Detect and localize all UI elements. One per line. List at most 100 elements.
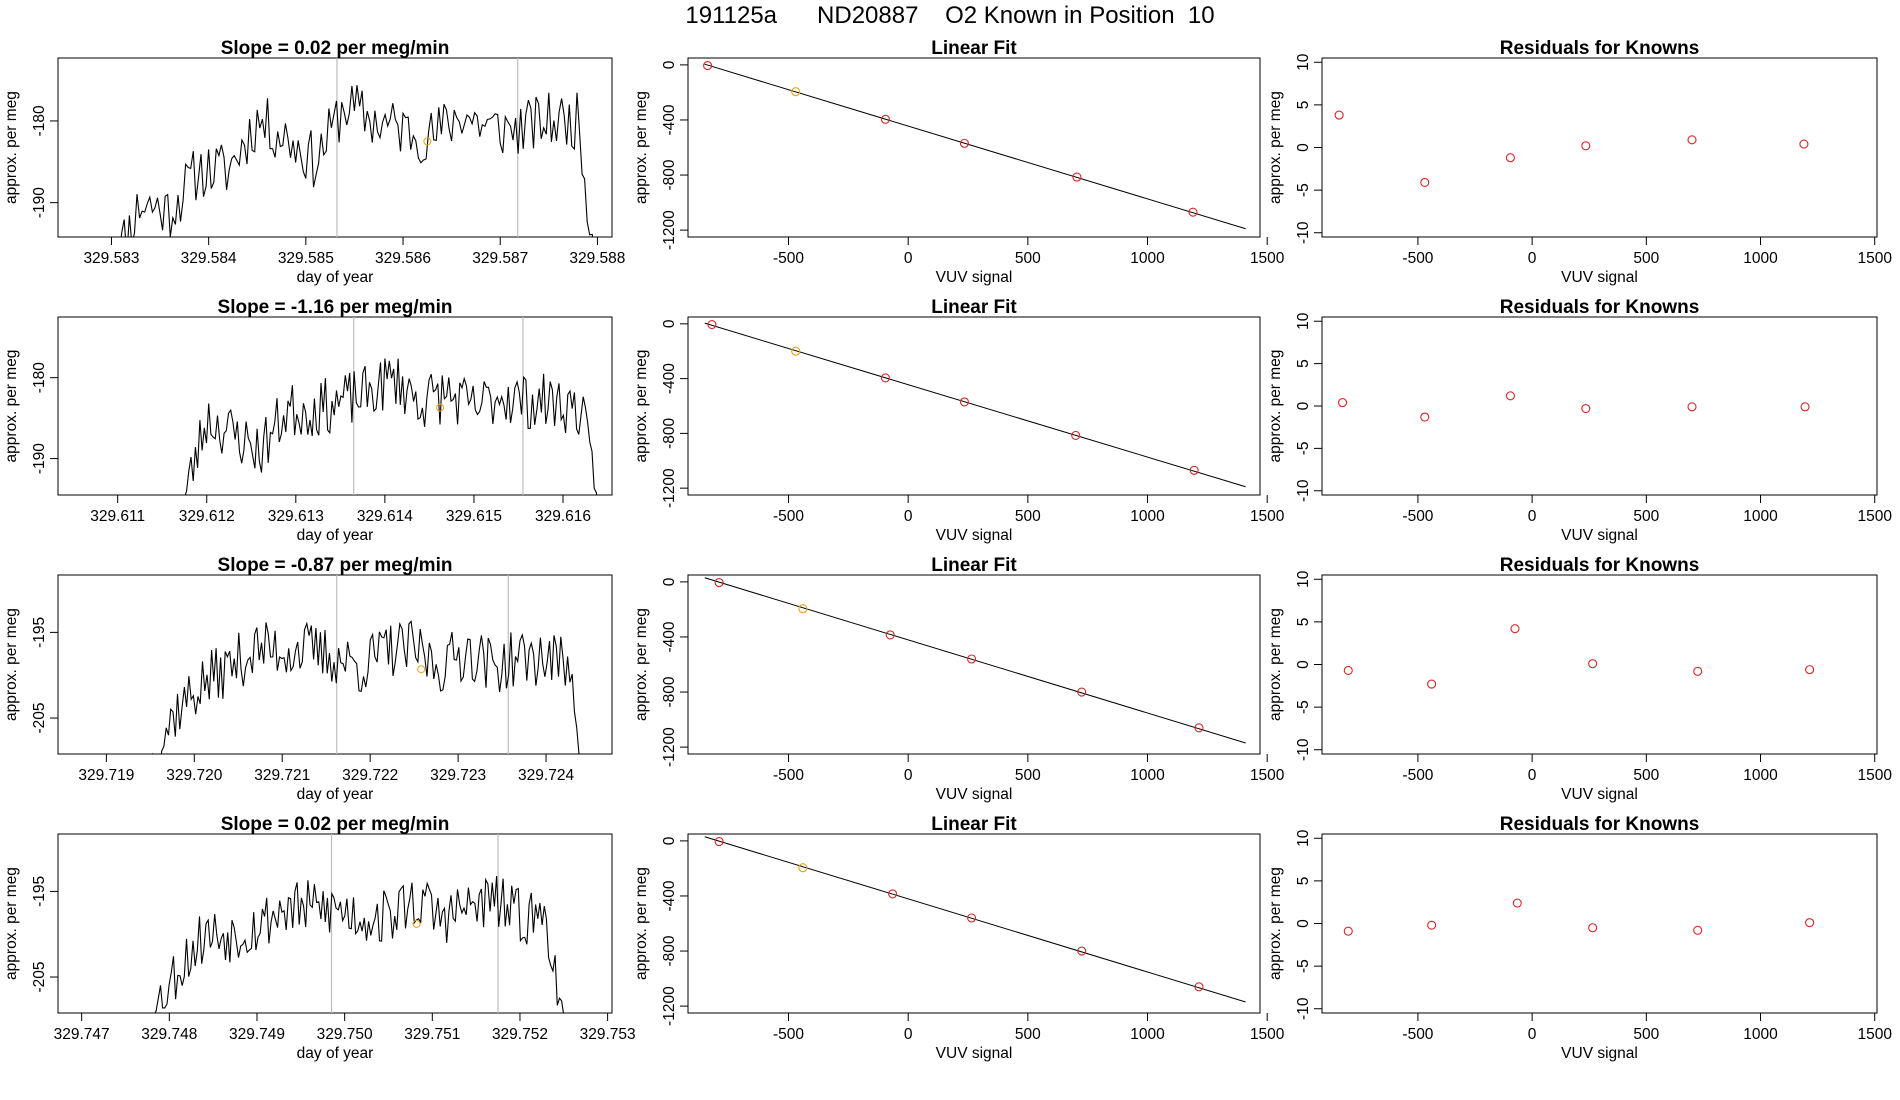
x-tick-label: 1500 — [1250, 508, 1285, 525]
y-tick-label: -180 — [31, 362, 48, 393]
series-line — [184, 358, 598, 495]
data-point — [1581, 141, 1591, 151]
y-tick-label: 10 — [1295, 312, 1312, 330]
data-point — [1800, 402, 1810, 412]
reference-point — [791, 87, 801, 97]
data-point — [880, 114, 890, 124]
y-tick-label: -800 — [661, 417, 678, 448]
page-title: 191125a ND20887 O2 Known in Position 10 — [685, 2, 1215, 29]
plot-frame — [1321, 57, 1878, 238]
data-point — [1427, 920, 1437, 930]
y-tick-label: -400 — [661, 621, 678, 652]
y-tick-label: -190 — [31, 187, 48, 218]
y-axis-label: approx. per meg — [1267, 91, 1284, 204]
y-tick-label: -205 — [31, 703, 48, 734]
y-tick-label: -5 — [1295, 700, 1312, 714]
x-tick-label: 1500 — [1857, 508, 1892, 525]
x-axis-label: day of year — [297, 269, 374, 286]
y-tick-label: 0 — [661, 319, 678, 328]
x-tick-label: 329.614 — [357, 508, 413, 525]
plot-area — [1334, 110, 1809, 187]
data-point — [707, 319, 717, 330]
series-line — [154, 875, 565, 1013]
x-tick-label: 500 — [1633, 250, 1659, 267]
plot-area — [1343, 898, 1815, 936]
x-tick-label: 1500 — [1250, 1026, 1285, 1043]
y-tick-label: -195 — [31, 617, 48, 648]
data-point — [1805, 665, 1815, 675]
x-tick-label: 329.748 — [141, 1026, 197, 1043]
data-point — [1072, 172, 1082, 182]
y-tick-label: 10 — [1295, 53, 1312, 71]
data-point — [1194, 982, 1204, 992]
data-point — [1071, 430, 1081, 440]
x-tick-label: 1000 — [1130, 1026, 1165, 1043]
y-tick-label: -195 — [31, 876, 48, 907]
y-tick-label: 0 — [661, 577, 678, 586]
fit-line — [704, 322, 1246, 488]
reference-point — [791, 346, 801, 356]
panel-title: Linear Fit — [931, 297, 1017, 318]
data-point — [888, 889, 898, 899]
x-tick-label: 0 — [1528, 508, 1537, 525]
x-tick-label: 1000 — [1743, 250, 1778, 267]
x-tick-label: 500 — [1015, 767, 1041, 784]
x-tick-label: 1500 — [1250, 250, 1285, 267]
y-tick-label: -1200 — [661, 986, 678, 1026]
y-tick-label: -190 — [31, 443, 48, 474]
x-tick-label: 329.584 — [181, 250, 237, 267]
panel-linear-fit-2: Linear Fit -500 0 500 1000 1500 0 -400 -800 -1200… — [633, 297, 1285, 544]
x-tick-label: -500 — [1402, 767, 1433, 784]
x-tick-label: 329.724 — [518, 767, 574, 784]
x-axis-label: day of year — [297, 527, 374, 544]
panel-title: Linear Fit — [931, 555, 1017, 576]
x-tick-label: 500 — [1015, 1026, 1041, 1043]
x-axis-label: VUV signal — [1561, 786, 1638, 803]
data-point — [1420, 177, 1430, 187]
plot-frame — [1321, 316, 1878, 496]
data-point — [1343, 926, 1353, 936]
x-tick-label: 500 — [1633, 508, 1659, 525]
plot-frame — [57, 574, 613, 755]
x-tick-label: -500 — [1402, 508, 1433, 525]
panel-title: Linear Fit — [931, 814, 1017, 835]
x-tick-label: 329.586 — [375, 250, 431, 267]
x-tick-label: 329.721 — [254, 767, 310, 784]
data-point — [880, 373, 890, 383]
x-tick-label: 1000 — [1130, 250, 1165, 267]
data-point — [967, 913, 977, 923]
x-tick-label: 329.749 — [229, 1026, 285, 1043]
plot-frame — [1321, 833, 1878, 1014]
data-point — [1687, 135, 1697, 145]
y-tick-label: -1200 — [661, 210, 678, 250]
y-tick-label: -1200 — [661, 468, 678, 508]
x-tick-label: 329.722 — [342, 767, 398, 784]
x-tick-label: 329.612 — [179, 508, 235, 525]
panel-timeseries-4: Slope = 0.02 per meg/min 329.747 329.748 32… — [3, 814, 636, 1062]
y-axis-label: approx. per meg — [1267, 350, 1284, 463]
y-tick-label: 0 — [1295, 143, 1312, 152]
x-tick-label: 0 — [904, 767, 913, 784]
panel-title: Residuals for Knowns — [1500, 555, 1700, 576]
data-point — [1512, 898, 1522, 908]
x-tick-label: 329.611 — [90, 508, 145, 525]
plot-frame — [57, 57, 613, 238]
x-tick-label: 1500 — [1857, 767, 1892, 784]
y-tick-label: -5 — [1295, 183, 1312, 197]
panel-timeseries-2: Slope = -1.16 per meg/min 329.611 329.612 3… — [3, 297, 613, 544]
plot-area — [184, 317, 598, 495]
y-tick-label: 0 — [1295, 919, 1312, 928]
panel-residuals-3: Residuals for Knowns -500 0 500 1000 1500 10 5 0… — [1267, 555, 1892, 803]
plot-frame — [57, 316, 613, 496]
fit-line — [704, 63, 1246, 230]
data-point — [1693, 925, 1703, 935]
y-tick-label: 10 — [1295, 570, 1312, 588]
y-axis-label: approx. per meg — [633, 91, 650, 204]
x-tick-label: 329.615 — [446, 508, 502, 525]
x-axis-label: VUV signal — [1561, 269, 1638, 286]
panel-linear-fit-1: Linear Fit -500 0 500 1000 1500 0 -400 -800 -1200… — [633, 38, 1285, 286]
plot-area — [154, 834, 565, 1013]
y-axis-label: approx. per meg — [1267, 867, 1284, 980]
y-tick-label: -5 — [1295, 959, 1312, 973]
panel-title: Slope = 0.02 per meg/min — [221, 814, 450, 835]
